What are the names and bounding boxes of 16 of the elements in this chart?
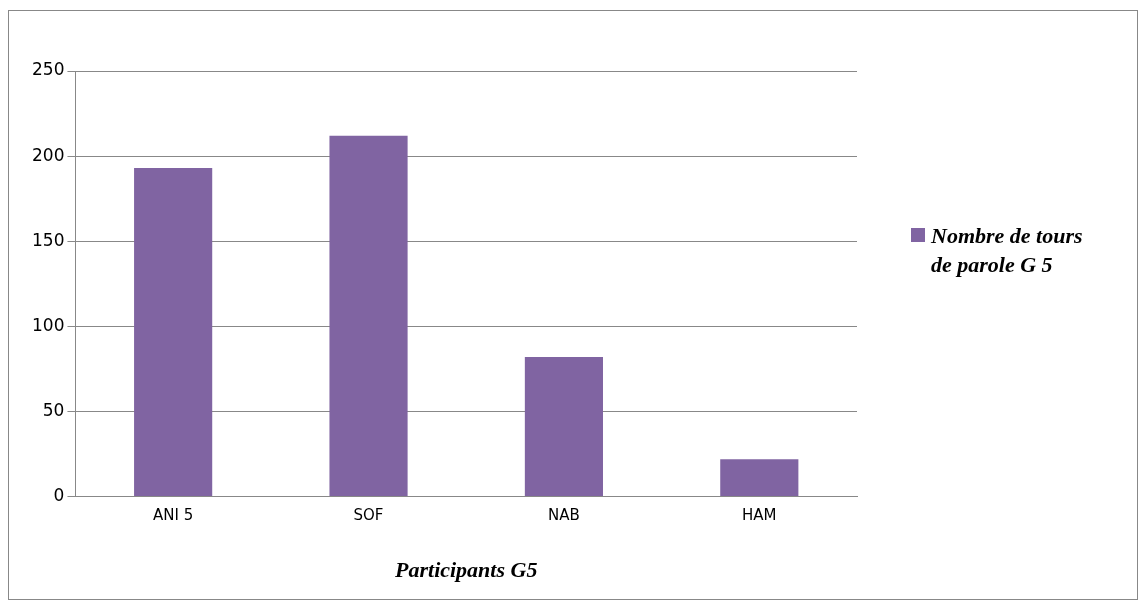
- y-tick-label: 100: [31, 314, 65, 335]
- y-tick-label: 250: [31, 59, 65, 80]
- y-tick-label: 0: [53, 485, 65, 506]
- bar: [329, 135, 408, 497]
- y-tick-label: 150: [31, 229, 65, 250]
- x-tick-label: ANI 5: [153, 506, 194, 525]
- y-tick-label: 50: [42, 399, 65, 420]
- x-tick-label: SOF: [353, 506, 384, 525]
- x-tick-label: NAB: [548, 506, 580, 525]
- x-axis-title: Participants G5: [394, 557, 538, 583]
- legend-label: Nombre de tours de parole G 5: [931, 222, 1084, 279]
- bar: [524, 357, 603, 497]
- bar: [720, 459, 799, 497]
- x-tick-label: HAM: [742, 506, 777, 525]
- bar: [134, 168, 213, 497]
- y-tick-label: 200: [31, 144, 65, 165]
